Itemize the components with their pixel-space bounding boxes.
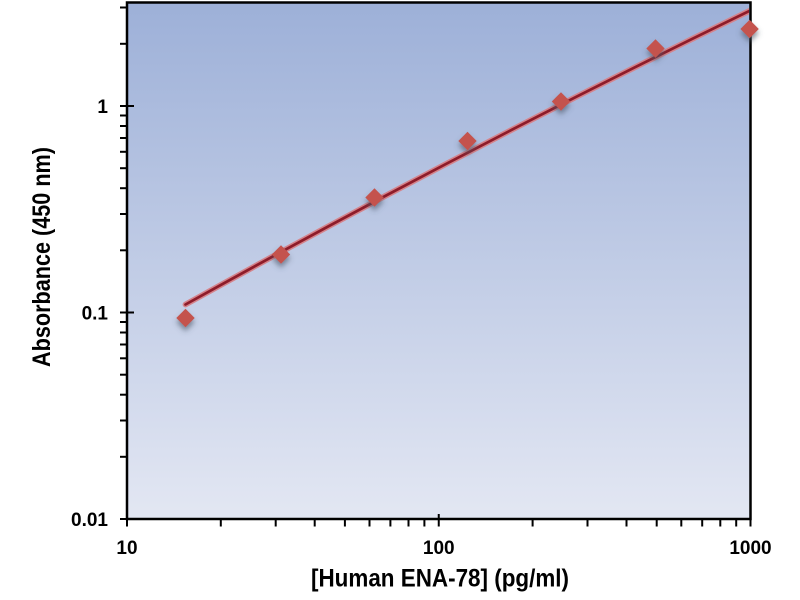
svg-text:1000: 1000 xyxy=(729,538,771,559)
svg-text:0.01: 0.01 xyxy=(71,510,108,531)
svg-text:Absorbance (450 nm): Absorbance (450 nm) xyxy=(28,147,56,367)
svg-text:0.1: 0.1 xyxy=(82,303,109,324)
svg-text:100: 100 xyxy=(423,538,455,559)
svg-text:10: 10 xyxy=(116,538,137,559)
svg-text:1: 1 xyxy=(97,97,108,118)
svg-text:[Human ENA-78] (pg/ml): [Human ENA-78] (pg/ml) xyxy=(311,565,569,593)
